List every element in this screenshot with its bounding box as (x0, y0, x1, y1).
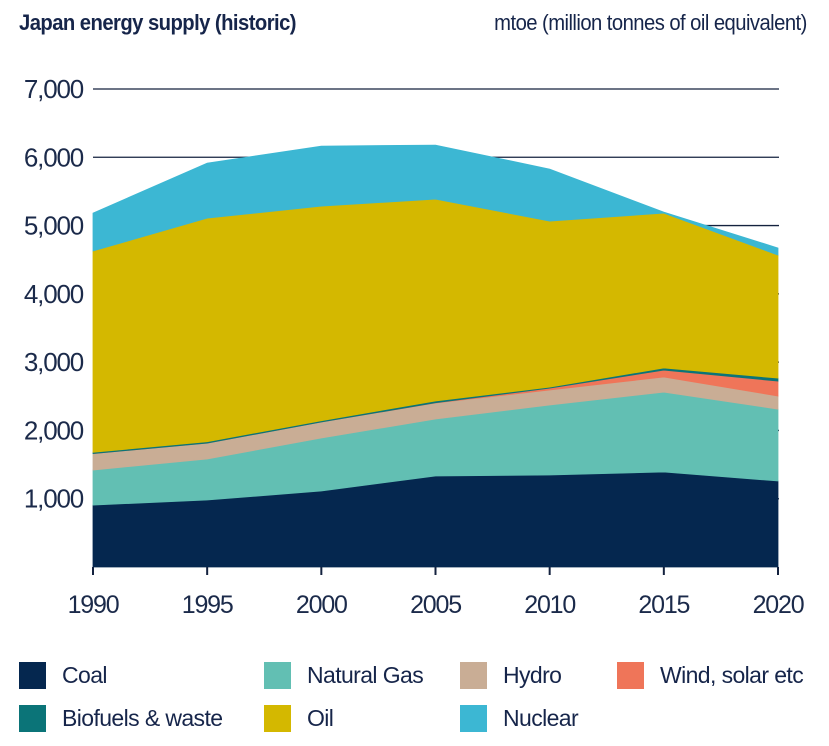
legend-label: Natural Gas (307, 662, 424, 688)
legend-swatch (617, 662, 644, 689)
legend: Coal Natural Gas Hydro Wind, solar etc B… (0, 660, 829, 740)
legend-swatch (19, 662, 46, 689)
y-tick-label: 5,000 (24, 211, 84, 241)
x-tick-label: 1995 (182, 591, 233, 619)
x-tick-label: 2005 (410, 591, 461, 619)
legend-swatch (19, 705, 46, 732)
x-tick-label: 2010 (524, 591, 575, 619)
x-tick-label: 2015 (638, 591, 689, 619)
unit-label: mtoe (million tonnes of oil equivalent) (494, 10, 807, 35)
legend-label: Hydro (503, 662, 562, 688)
x-tick-label: 2020 (753, 591, 804, 619)
y-tick-label: 7,000 (24, 74, 84, 104)
legend-item-nuclear: Nuclear (460, 705, 579, 732)
legend-label: Biofuels & waste (62, 705, 223, 731)
area-nuclear (92, 144, 779, 256)
legend-swatch (264, 705, 291, 732)
x-tick-label: 1990 (68, 591, 119, 619)
y-tick-label: 3,000 (24, 347, 84, 377)
legend-label: Nuclear (503, 705, 579, 731)
legend-swatch (460, 662, 487, 689)
legend-label: Coal (62, 662, 108, 688)
y-tick-label: 2,000 (24, 415, 84, 445)
legend-item-hydro: Hydro (460, 662, 562, 689)
legend-label: Oil (307, 705, 334, 731)
chart-title: Japan energy supply (historic) (19, 10, 297, 35)
x-axis (92, 567, 779, 575)
energy-area-chart: 1,000 2,000 3,000 4,000 5,000 6,000 7,000 1990… (24, 74, 805, 619)
legend-swatch (264, 662, 291, 689)
legend-item-natural-gas: Natural Gas (264, 662, 424, 689)
legend-item-coal: Coal (19, 662, 108, 689)
legend-item-wind-solar: Wind, solar etc (617, 662, 804, 689)
legend-item-oil: Oil (264, 705, 334, 732)
stacked-areas (92, 144, 779, 568)
x-axis-labels: 1990 1995 2000 2005 2010 2015 2020 (68, 591, 805, 619)
y-axis-labels: 1,000 2,000 3,000 4,000 5,000 6,000 7,000 (24, 74, 85, 514)
legend-label: Wind, solar etc (660, 662, 804, 688)
y-tick-label: 6,000 (24, 142, 84, 172)
y-tick-label: 4,000 (24, 279, 84, 309)
y-tick-label: 1,000 (24, 484, 84, 514)
legend-item-biofuels: Biofuels & waste (19, 705, 223, 732)
x-tick-label: 2000 (296, 591, 347, 619)
legend-swatch (460, 705, 487, 732)
